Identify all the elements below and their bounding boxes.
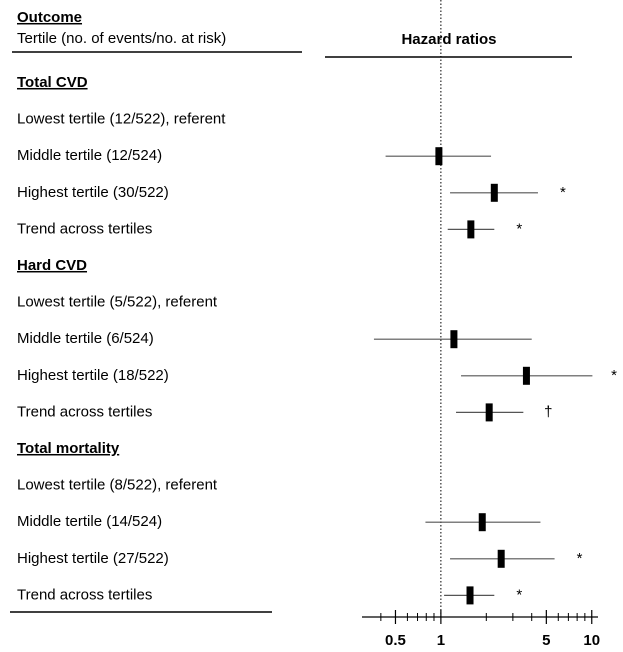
estimate-box xyxy=(435,147,443,166)
row-label: Trend across tertiles xyxy=(17,220,152,237)
significance-mark: * xyxy=(577,550,583,567)
estimate-box xyxy=(497,549,505,568)
row-label: Middle tertile (6/524) xyxy=(17,330,154,347)
significance-mark: * xyxy=(560,184,566,201)
row-label: Highest tertile (27/522) xyxy=(17,550,169,567)
estimate-box xyxy=(478,513,486,532)
row-label: Lowest tertile (12/522), referent xyxy=(17,111,226,128)
estimate-box xyxy=(466,586,474,605)
row-label: Highest tertile (18/522) xyxy=(17,367,169,384)
significance-mark: † xyxy=(544,403,552,420)
x-tick-label: 1 xyxy=(437,632,445,649)
x-tick-label: 10 xyxy=(583,632,600,649)
row-label: Middle tertile (14/524) xyxy=(17,513,162,530)
estimate-box xyxy=(522,366,530,385)
x-tick-label: 5 xyxy=(542,632,550,649)
row-label: Highest tertile (30/522) xyxy=(17,184,169,201)
group-label: Total CVD xyxy=(17,74,88,91)
estimate-box xyxy=(467,220,475,239)
significance-mark: * xyxy=(516,220,522,237)
group-label: Hard CVD xyxy=(17,257,87,274)
estimate-header: Hazard ratios xyxy=(401,31,496,48)
row-label: Trend across tertiles xyxy=(17,403,152,420)
row-label: Middle tertile (12/524) xyxy=(17,147,162,164)
significance-mark: * xyxy=(611,367,617,384)
outcome-header: Outcome xyxy=(17,9,82,26)
estimate-box xyxy=(485,403,493,422)
estimate-box xyxy=(490,183,498,202)
row-label: Lowest tertile (8/522), referent xyxy=(17,477,218,494)
estimate-box xyxy=(450,330,458,349)
significance-mark: * xyxy=(516,586,522,603)
row-label: Trend across tertiles xyxy=(17,586,152,603)
row-label: Lowest tertile (5/522), referent xyxy=(17,294,218,311)
x-tick-label: 0.5 xyxy=(385,632,406,649)
group-label: Total mortality xyxy=(17,440,120,457)
subgroup-header: Tertile (no. of events/no. at risk) xyxy=(17,30,226,47)
